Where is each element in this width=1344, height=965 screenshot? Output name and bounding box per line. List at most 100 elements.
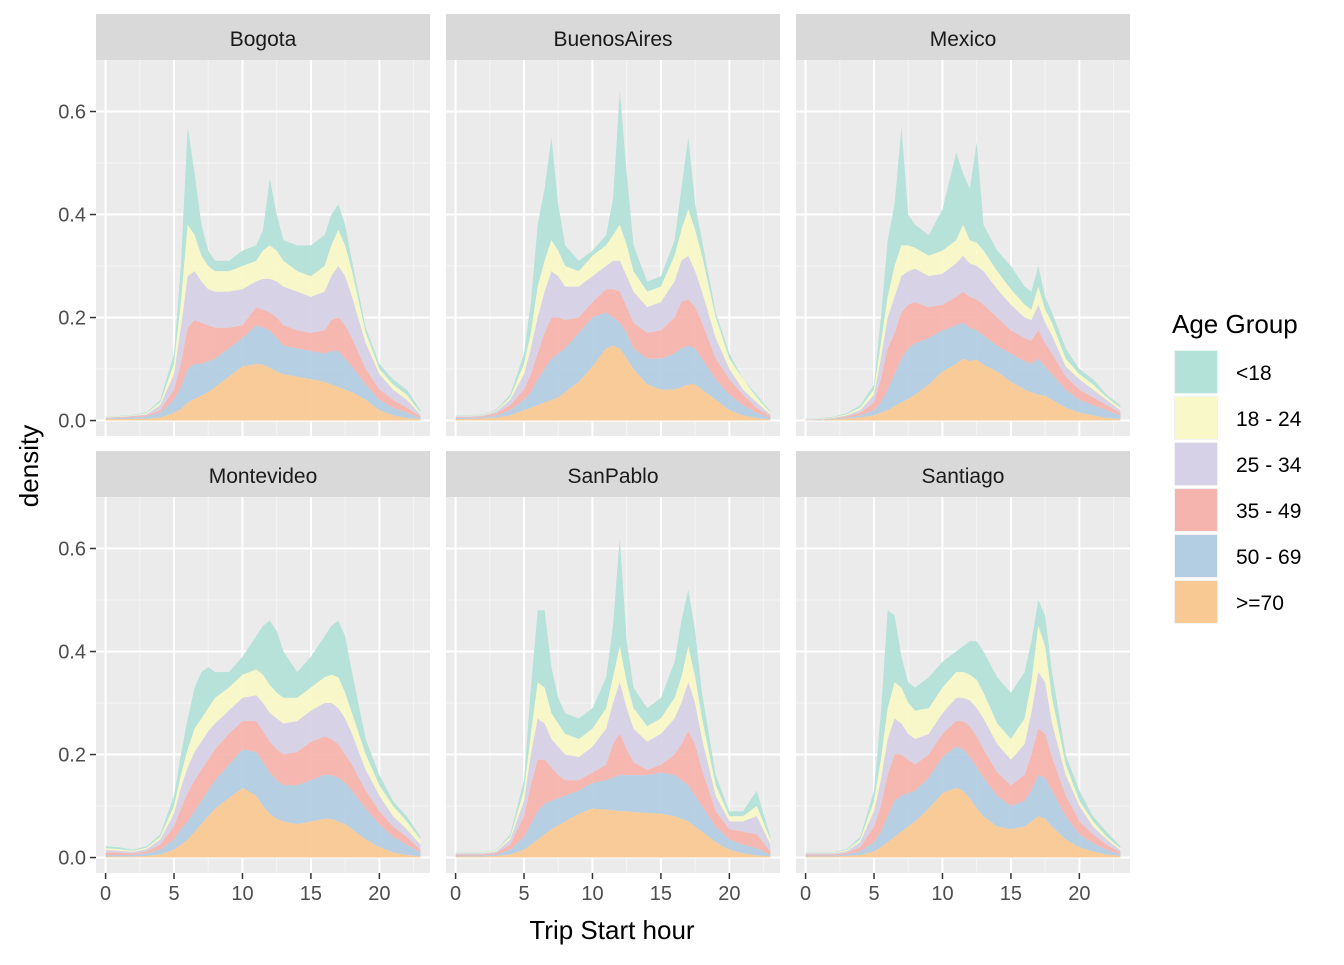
facet-santiago: Santiago 0 5 10 15 20 <box>796 451 1130 905</box>
legend-item-18-24: 18 - 24 <box>1174 396 1302 440</box>
legend-key-swatch <box>1175 489 1217 531</box>
legend-item-gte70: >=70 <box>1174 580 1284 624</box>
area-25-34 <box>455 682 771 855</box>
x-tick-label: 0 <box>450 883 461 905</box>
area-gte70 <box>805 788 1121 858</box>
legend-item-25-34: 25 - 34 <box>1174 442 1302 486</box>
facet-title: BuenosAires <box>553 28 672 51</box>
area-gte70 <box>105 363 421 421</box>
facet-strip <box>96 14 430 60</box>
area-50-69 <box>455 772 771 857</box>
legend-label: 50 - 69 <box>1236 546 1301 569</box>
facet-strip <box>446 14 780 60</box>
legend-key-swatch <box>1175 397 1217 439</box>
area-18-24 <box>105 224 421 418</box>
area-35-49 <box>805 291 1121 421</box>
facet-strip <box>446 451 780 497</box>
legend-item-lt18: <18 <box>1174 350 1272 394</box>
legend-key-swatch <box>1175 351 1217 393</box>
y-tick-label: 0.0 <box>58 411 86 433</box>
x-tick-label: 20 <box>718 883 740 905</box>
facet-sanpablo: SanPablo 0 5 10 15 20 <box>446 451 780 905</box>
y-tick-label: 0.2 <box>58 745 86 767</box>
area-25-34 <box>805 255 1121 420</box>
area-lt18 <box>805 127 1121 419</box>
x-tick-label: 0 <box>800 883 811 905</box>
area-50-69 <box>105 749 421 857</box>
facet-title: Bogota <box>230 28 297 51</box>
area-lt18 <box>805 600 1121 853</box>
area-50-69 <box>805 746 1121 857</box>
legend-item-50-69: 50 - 69 <box>1174 534 1301 578</box>
legend-label: 18 - 24 <box>1236 408 1302 431</box>
y-tick-label: 0.2 <box>58 308 86 330</box>
facet-strip <box>796 451 1130 497</box>
area-gte70 <box>455 345 771 421</box>
legend-key-swatch <box>1175 443 1217 485</box>
x-tick-label: 15 <box>650 883 672 905</box>
facet-mexico: Mexico <box>796 14 1130 436</box>
x-tick-label: 10 <box>931 883 953 905</box>
legend-label: 35 - 49 <box>1236 500 1301 523</box>
area-gte70 <box>805 358 1121 421</box>
area-18-24 <box>455 209 771 417</box>
legend-label: 25 - 34 <box>1236 454 1302 477</box>
area-50-69 <box>455 312 771 420</box>
x-tick-label: 5 <box>168 883 179 905</box>
x-tick-label: 5 <box>868 883 879 905</box>
area-35-49 <box>105 721 421 855</box>
facet-strip <box>96 451 430 497</box>
facet-buenosaires: BuenosAires <box>446 14 780 436</box>
x-tick-label: 15 <box>1000 883 1022 905</box>
y-tick-label: 0.4 <box>58 642 86 664</box>
area-35-49 <box>455 289 771 418</box>
area-gte70 <box>455 808 771 858</box>
y-tick-label: 0.4 <box>58 205 86 227</box>
x-tick-label: 20 <box>1068 883 1090 905</box>
area-35-49 <box>105 307 421 419</box>
facet-title: Mexico <box>930 28 997 51</box>
x-tick-label: 10 <box>581 883 603 905</box>
x-tick-label: 10 <box>231 883 253 905</box>
legend-items: <18 18 - 24 25 - 34 35 - 49 50 - 69 >=70 <box>1174 350 1302 624</box>
legend-title: Age Group <box>1172 309 1298 339</box>
area-lt18 <box>455 538 771 853</box>
legend-key-swatch <box>1175 535 1217 577</box>
area-25-34 <box>105 695 421 854</box>
area-25-34 <box>455 255 771 418</box>
y-tick-label: 0.0 <box>58 848 86 870</box>
area-lt18 <box>105 127 421 417</box>
panels-layer: Bogota 0.0 0.2 0.4 0.6 BuenosAires Mexico Monte… <box>58 14 1130 905</box>
x-tick-label: 0 <box>100 883 111 905</box>
y-tick-label: 0.6 <box>58 539 86 561</box>
area-50-69 <box>805 322 1121 421</box>
legend-label: >=70 <box>1236 592 1284 615</box>
facet-title: SanPablo <box>567 465 658 488</box>
y-tick-label: 0.6 <box>58 102 86 124</box>
x-axis-label: Trip Start hour <box>529 915 695 945</box>
x-tick-label: 20 <box>368 883 390 905</box>
legend: Age Group <18 18 - 24 25 - 34 35 - 49 50 - 6… <box>1172 309 1302 624</box>
facet-bogota: Bogota 0.0 0.2 0.4 0.6 <box>58 14 430 436</box>
facet-strip <box>796 14 1130 60</box>
legend-item-35-49: 35 - 49 <box>1174 488 1301 532</box>
area-50-69 <box>105 325 421 419</box>
x-tick-label: 15 <box>300 883 322 905</box>
area-25-34 <box>105 266 421 418</box>
facet-montevideo: Montevideo 0 5 10 15 20 0.0 0.2 0.4 0.6 <box>58 451 430 905</box>
facet-title: Montevideo <box>209 465 318 488</box>
area-lt18 <box>455 90 771 416</box>
area-35-49 <box>805 721 1121 856</box>
area-18-24 <box>455 646 771 854</box>
x-tick-label: 5 <box>518 883 529 905</box>
legend-key-swatch <box>1175 581 1217 623</box>
area-18-24 <box>805 625 1121 854</box>
area-25-34 <box>805 672 1121 855</box>
facet-title: Santiago <box>922 465 1005 488</box>
area-gte70 <box>105 788 421 858</box>
y-axis-label: density <box>14 425 44 507</box>
legend-label: <18 <box>1236 362 1272 385</box>
area-35-49 <box>455 731 771 856</box>
